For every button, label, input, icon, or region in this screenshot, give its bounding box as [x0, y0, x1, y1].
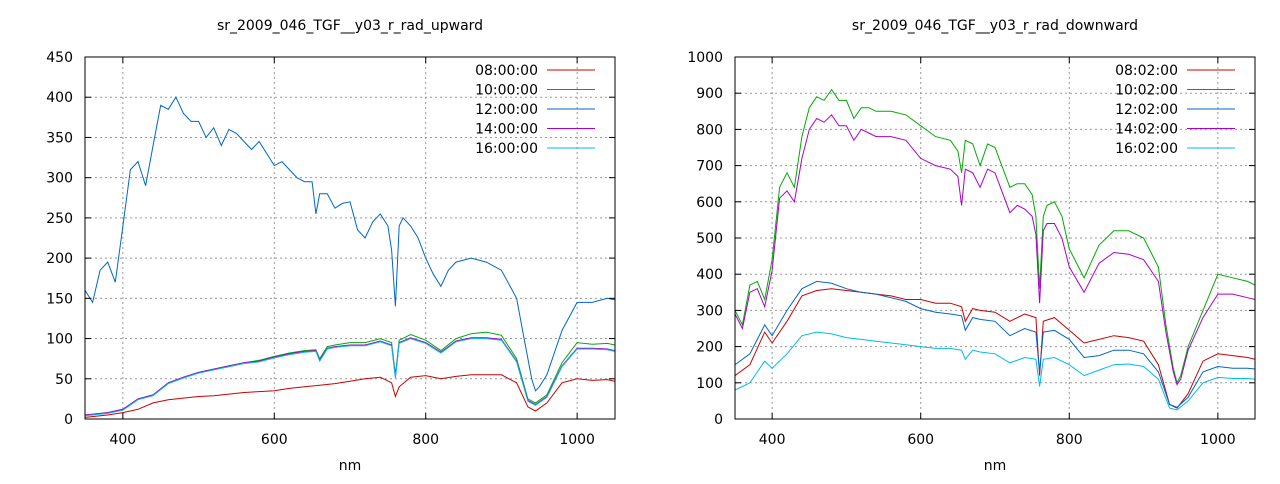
legend-label: 14:00:00 — [475, 122, 538, 138]
y-tick-label: 50 — [55, 372, 73, 388]
series-line-14-00-00 — [85, 337, 615, 416]
legend-label: 14:02:00 — [1115, 122, 1178, 138]
series-line-14-02-00 — [735, 114, 1255, 386]
x-tick-label: 600 — [261, 432, 288, 448]
series-line-08-00-00 — [85, 374, 615, 418]
y-tick-label: 100 — [46, 332, 73, 348]
x-axis-label: nm — [984, 458, 1007, 474]
y-tick-label: 1000 — [687, 50, 723, 66]
y-tick-label: 200 — [46, 251, 73, 267]
y-tick-label: 900 — [696, 86, 723, 102]
x-axis-label: nm — [339, 458, 362, 474]
legend-label: 10:00:00 — [475, 83, 538, 99]
series-line-16-00-00 — [85, 338, 615, 417]
y-tick-label: 400 — [46, 90, 73, 106]
y-tick-label: 450 — [46, 50, 73, 66]
legend-label: 10:02:00 — [1115, 83, 1178, 99]
y-tick-label: 600 — [696, 195, 723, 211]
y-tick-label: 0 — [714, 412, 723, 428]
y-tick-label: 100 — [696, 376, 723, 392]
x-tick-label: 1000 — [559, 432, 595, 448]
chart-title: sr_2009_046_TGF__y03_r_rad_downward — [852, 18, 1138, 34]
x-tick-label: 400 — [109, 432, 136, 448]
y-tick-label: 400 — [696, 267, 723, 283]
legend-label: 16:02:00 — [1115, 141, 1178, 157]
series-line-12-00-00 — [85, 96, 615, 392]
x-tick-label: 800 — [412, 432, 439, 448]
series-line-10-02-00 — [735, 88, 1255, 385]
y-tick-label: 300 — [696, 303, 723, 319]
series-line-16-02-00 — [735, 331, 1255, 411]
series-line-12-02-00 — [735, 280, 1255, 408]
legend-label: 12:00:00 — [475, 102, 538, 118]
legend-label: 12:02:00 — [1115, 102, 1178, 118]
series-line-08-02-00 — [735, 288, 1255, 409]
y-tick-label: 150 — [46, 291, 73, 307]
x-tick-label: 400 — [759, 432, 786, 448]
legend-label: 16:00:00 — [475, 141, 538, 157]
y-tick-label: 300 — [46, 171, 73, 187]
x-tick-label: 1000 — [1200, 432, 1236, 448]
plot-frame — [84, 56, 616, 420]
y-tick-label: 250 — [46, 211, 73, 227]
y-tick-label: 350 — [46, 130, 73, 146]
x-tick-label: 800 — [1056, 432, 1083, 448]
y-tick-label: 700 — [696, 159, 723, 175]
x-tick-label: 600 — [907, 432, 934, 448]
legend-label: 08:02:00 — [1115, 63, 1178, 79]
y-tick-label: 500 — [696, 231, 723, 247]
y-tick-label: 0 — [64, 412, 73, 428]
y-tick-label: 200 — [696, 340, 723, 356]
chart-title: sr_2009_046_TGF__y03_r_rad_upward — [217, 18, 483, 34]
legend-label: 08:00:00 — [475, 63, 538, 79]
y-tick-label: 800 — [696, 122, 723, 138]
